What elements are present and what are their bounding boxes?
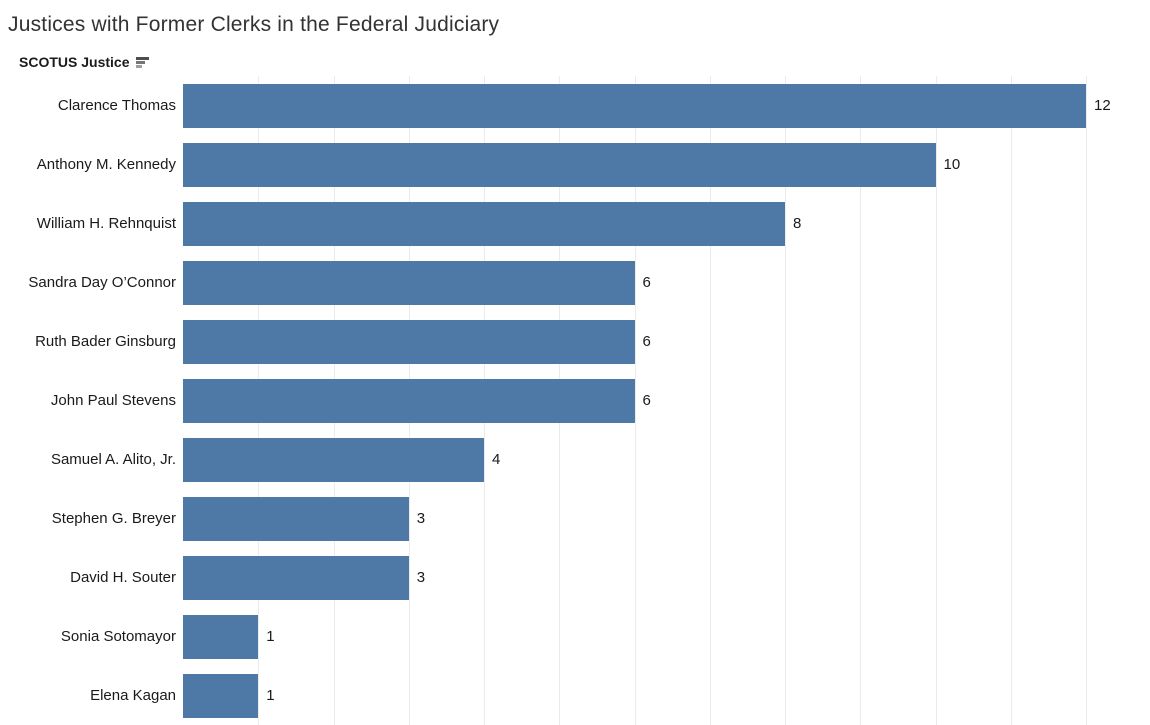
bar[interactable] (183, 319, 635, 364)
bar-row: Anthony M. Kennedy 10 (0, 135, 1150, 194)
category-label[interactable]: Samuel A. Alito, Jr. (50, 451, 176, 468)
value-label: 1 (266, 686, 275, 704)
value-label: 12 (1094, 96, 1111, 114)
bar-track: 6 (183, 319, 1150, 364)
category-label[interactable]: Sandra Day O’Connor (28, 274, 176, 291)
category-label[interactable]: John Paul Stevens (50, 392, 176, 409)
column-header-label: SCOTUS Justice (19, 54, 130, 70)
gridline (1086, 76, 1088, 725)
column-header: SCOTUS Justice (19, 53, 150, 71)
bar-track: 8 (183, 201, 1150, 246)
bar-row: Sandra Day O’Connor 6 (0, 253, 1150, 312)
bar[interactable] (183, 673, 259, 718)
bar-track: 12 (183, 83, 1150, 128)
bar[interactable] (183, 614, 259, 659)
gridline (785, 76, 787, 725)
value-label: 10 (943, 155, 961, 173)
bar-row: Sonia Sotomayor 1 (0, 607, 1150, 666)
gridline (860, 76, 862, 725)
category-label[interactable]: Elena Kagan (90, 687, 176, 704)
bar-track: 1 (183, 614, 1150, 659)
bar[interactable] (183, 555, 409, 600)
bar-row: David H. Souter 3 (0, 548, 1150, 607)
bar-track: 3 (183, 555, 1150, 600)
chart-title: Justices with Former Clerks in the Feder… (8, 13, 500, 36)
bar-rows: Clarence Thomas 12 Anthony M. Kennedy 10… (0, 76, 1150, 725)
category-label[interactable]: David H. Souter (70, 569, 176, 586)
value-label: 4 (492, 450, 501, 468)
value-label: 6 (642, 332, 651, 350)
value-label: 3 (416, 568, 426, 586)
bar-row: Stephen G. Breyer 3 (0, 489, 1150, 548)
category-label[interactable]: Sonia Sotomayor (60, 628, 176, 645)
sort-descending-icon[interactable] (136, 57, 150, 69)
bar-track: 4 (183, 437, 1150, 482)
bar-chart: Clarence Thomas 12 Anthony M. Kennedy 10… (0, 76, 1150, 725)
gridline (935, 76, 937, 725)
bar[interactable] (183, 437, 484, 482)
bar[interactable] (183, 83, 1087, 128)
value-label: 6 (642, 273, 651, 291)
bar-row: John Paul Stevens 6 (0, 371, 1150, 430)
bar[interactable] (183, 142, 936, 187)
bar-row: Ruth Bader Ginsburg 6 (0, 312, 1150, 371)
bar-track: 1 (183, 673, 1150, 718)
bar-row: William H. Rehnquist 8 (0, 194, 1150, 253)
bar[interactable] (183, 201, 786, 246)
category-label[interactable]: Clarence Thomas (57, 97, 176, 114)
gridline (634, 76, 636, 725)
bar[interactable] (183, 378, 635, 423)
value-label: 8 (793, 214, 802, 232)
gridline (709, 76, 711, 725)
bar-track: 10 (183, 142, 1150, 187)
category-label[interactable]: Anthony M. Kennedy (36, 156, 176, 173)
bar-track: 6 (183, 378, 1150, 423)
value-label: 6 (642, 391, 651, 409)
bar-row: Elena Kagan 1 (0, 666, 1150, 725)
bar-track: 3 (183, 496, 1150, 541)
category-label[interactable]: Ruth Bader Ginsburg (35, 333, 176, 350)
bar[interactable] (183, 260, 635, 305)
bar[interactable] (183, 496, 409, 541)
value-label: 1 (266, 627, 275, 645)
value-label: 3 (416, 509, 426, 527)
category-label[interactable]: William H. Rehnquist (36, 215, 176, 232)
bar-track: 6 (183, 260, 1150, 305)
bar-row: Samuel A. Alito, Jr. 4 (0, 430, 1150, 489)
gridline (1010, 76, 1012, 725)
category-label[interactable]: Stephen G. Breyer (51, 510, 176, 527)
bar-row: Clarence Thomas 12 (0, 76, 1150, 135)
